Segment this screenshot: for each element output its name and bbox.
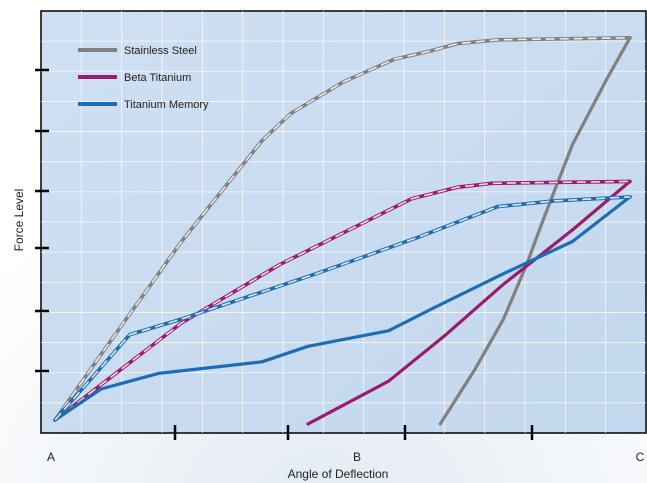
beta-titanium-activation-highlight	[54, 180, 631, 421]
beta-titanium-deactivation-line	[306, 179, 632, 426]
stainless-steel-deactivation-line	[438, 36, 632, 426]
x-axis-ticks	[173, 425, 534, 440]
titanium-memory-activation-highlight	[54, 196, 631, 421]
legend-label-titanium-memory: Titanium Memory	[124, 99, 209, 111]
x-tick-label: C	[636, 450, 645, 464]
x-axis-title: Angle of Deflection	[288, 467, 389, 481]
series-layer	[53, 36, 632, 426]
y-axis-title: Force Level	[12, 189, 26, 252]
grid	[41, 11, 646, 433]
y-axis-ticks	[35, 68, 49, 373]
titanium-memory-deactivation-line	[53, 195, 632, 422]
stainless-steel-activation-highlight	[54, 37, 631, 421]
x-tick-label: B	[353, 450, 361, 464]
legend: Stainless Steel Beta Titanium Titanium Mem…	[78, 45, 209, 111]
legend-label-beta-titanium: Beta Titanium	[124, 72, 191, 84]
legend-label-stainless-steel: Stainless Steel	[124, 45, 197, 57]
x-tick-labels: A B C	[47, 450, 645, 464]
x-tick-label: A	[47, 450, 55, 464]
